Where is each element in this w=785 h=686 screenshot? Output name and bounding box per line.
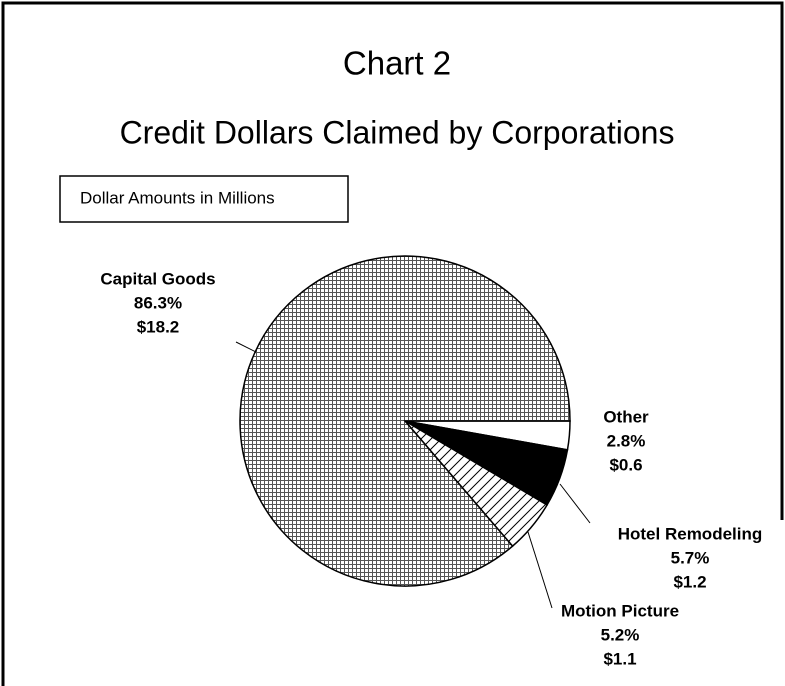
slice-label: Capital Goods (100, 269, 215, 288)
slice-label: Other (603, 407, 649, 426)
slice-label: Hotel Remodeling (618, 524, 763, 543)
annotation: Dollar Amounts in Millions (80, 188, 275, 207)
slice-amount: $18.2 (137, 317, 180, 336)
slice-amount: $1.2 (673, 572, 706, 591)
leader-line (527, 531, 553, 609)
slice-percent: 86.3% (134, 293, 182, 312)
slice-percent: 5.7% (671, 548, 710, 567)
slice-percent: 2.8% (607, 431, 646, 450)
chart-title: Chart 2 (343, 45, 451, 82)
leader-line (235, 341, 257, 353)
leader-line (559, 483, 591, 524)
annotation-box (59, 175, 349, 223)
pie-slice (239, 255, 571, 587)
slice-amount: $0.6 (609, 455, 642, 474)
slice-label: Motion Picture (561, 601, 679, 620)
slice-amount: $1.1 (603, 649, 636, 668)
chart-subtitle: Credit Dollars Claimed by Corporations (120, 114, 675, 150)
slice-percent: 5.2% (601, 625, 640, 644)
